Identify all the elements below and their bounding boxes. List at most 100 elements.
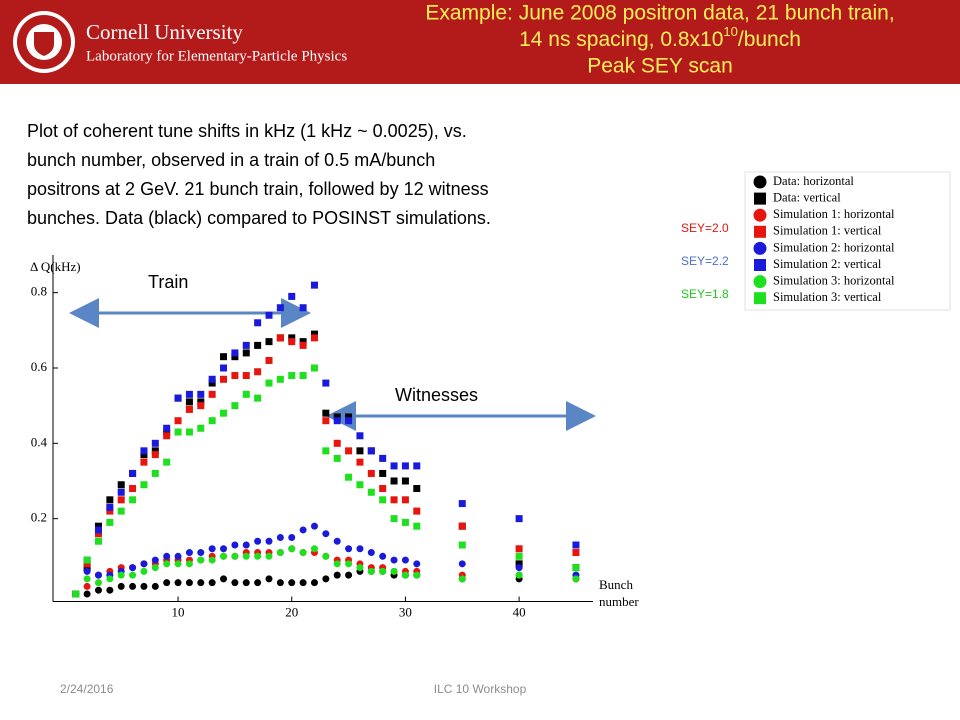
data-point xyxy=(94,526,102,534)
data-point xyxy=(265,338,273,346)
data-point xyxy=(299,341,307,349)
data-point xyxy=(322,530,330,538)
data-point xyxy=(197,402,205,410)
data-point xyxy=(401,518,409,526)
data-point xyxy=(231,349,239,357)
data-point xyxy=(242,341,250,349)
annotation: SEY=2.0 xyxy=(681,221,729,235)
data-point xyxy=(254,319,262,327)
data-point xyxy=(208,545,216,553)
data-point xyxy=(288,292,296,300)
data-point xyxy=(151,439,159,447)
data-point xyxy=(117,582,125,590)
data-point xyxy=(106,507,114,515)
data-point xyxy=(333,417,341,425)
description-line: bunch number, observed in a train of 0.5… xyxy=(27,150,435,170)
data-point xyxy=(379,567,387,575)
data-point xyxy=(231,402,239,410)
data-point xyxy=(356,458,364,466)
data-point xyxy=(129,571,137,579)
data-point xyxy=(322,575,330,583)
slide-title: Example: June 2008 positron data, 21 bun… xyxy=(425,2,894,25)
x-tick-label: 30 xyxy=(399,604,412,619)
data-point xyxy=(220,353,228,361)
data-point xyxy=(299,372,307,380)
data-point xyxy=(345,413,353,421)
annotation: Witnesses xyxy=(395,385,478,405)
data-point xyxy=(140,567,148,575)
data-point xyxy=(197,549,205,557)
data-point xyxy=(276,334,284,342)
data-point xyxy=(117,507,125,515)
data-point xyxy=(413,571,421,579)
data-point xyxy=(185,560,193,568)
y-tick-label: 0.4 xyxy=(31,434,48,449)
annotation: SEY=1.8 xyxy=(681,287,729,301)
data-point xyxy=(265,537,273,545)
data-point xyxy=(185,398,193,406)
data-point xyxy=(333,560,341,568)
data-point xyxy=(151,451,159,459)
data-point xyxy=(572,549,580,557)
data-point xyxy=(163,428,171,436)
data-point xyxy=(129,496,137,504)
data-point xyxy=(151,556,159,564)
org-name: Cornell University xyxy=(86,20,243,44)
data-point xyxy=(458,560,466,568)
data-point xyxy=(333,537,341,545)
data-point xyxy=(163,458,171,466)
data-point xyxy=(197,398,205,406)
data-point xyxy=(413,485,421,493)
data-point xyxy=(129,485,137,493)
data-point xyxy=(151,582,159,590)
data-point xyxy=(310,281,318,289)
description-line: Plot of coherent tune shifts in kHz (1 k… xyxy=(27,121,467,141)
legend-label: Data: horizontal xyxy=(773,174,854,188)
data-point xyxy=(208,417,216,425)
data-point xyxy=(140,560,148,568)
data-point xyxy=(379,496,387,504)
data-point xyxy=(345,417,353,425)
data-point xyxy=(254,341,262,349)
data-point xyxy=(129,564,137,572)
header-bar xyxy=(0,0,960,84)
data-point xyxy=(515,515,523,523)
data-point xyxy=(356,481,364,489)
legend-marker xyxy=(753,241,767,255)
data-point xyxy=(458,541,466,549)
data-point xyxy=(572,541,580,549)
data-point xyxy=(265,356,273,364)
title-superscript: 10 xyxy=(723,24,737,39)
y-tick-label: 0.6 xyxy=(31,359,48,374)
data-point xyxy=(208,375,216,383)
data-point xyxy=(185,405,193,413)
data-point xyxy=(242,372,250,380)
x-axis-label: number xyxy=(599,594,639,609)
footer-event: ILC 10 Workshop xyxy=(434,682,527,696)
data-point xyxy=(276,549,284,557)
data-point xyxy=(151,469,159,477)
y-axis-label: Δ Q(kHz) xyxy=(30,259,81,274)
title-text: 14 ns spacing, 0.8x10 xyxy=(519,28,723,51)
data-point xyxy=(231,579,239,587)
data-point xyxy=(345,447,353,455)
data-point xyxy=(367,469,375,477)
data-point xyxy=(265,552,273,560)
data-point xyxy=(515,564,523,572)
data-point xyxy=(299,338,307,346)
data-point xyxy=(379,469,387,477)
legend-label: Simulation 2: horizontal xyxy=(773,240,895,254)
data-point xyxy=(197,390,205,398)
data-point xyxy=(163,552,171,560)
data-point xyxy=(208,556,216,564)
data-point xyxy=(174,579,182,587)
data-point xyxy=(333,571,341,579)
description-line: positrons at 2 GeV. 21 bunch train, foll… xyxy=(27,179,489,199)
data-point xyxy=(322,417,330,425)
data-point xyxy=(390,556,398,564)
x-axis-label: Bunch xyxy=(599,577,633,592)
data-point xyxy=(231,372,239,380)
data-point xyxy=(185,390,193,398)
title-text: /bunch xyxy=(738,28,801,51)
data-point xyxy=(390,567,398,575)
